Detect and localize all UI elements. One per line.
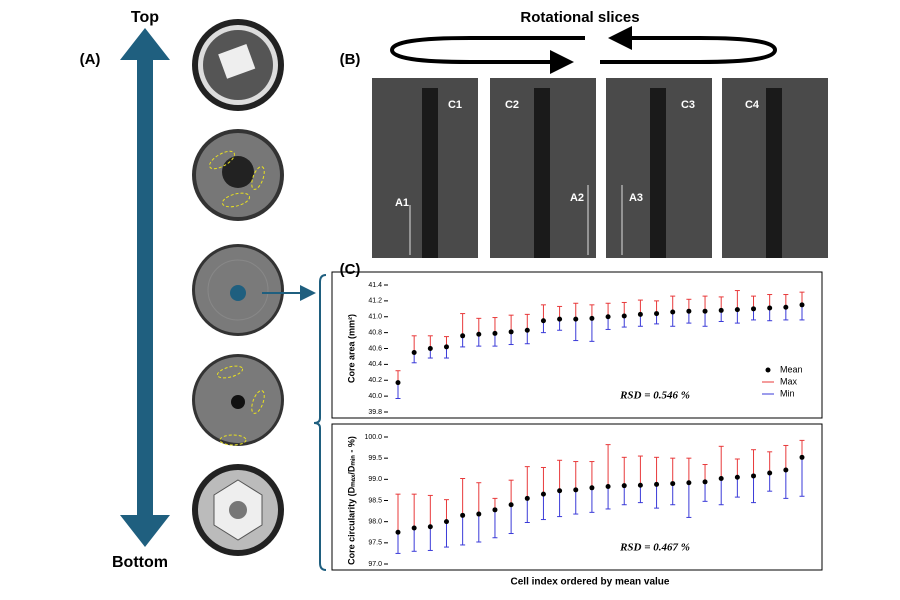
bottom-label: Bottom [112,554,168,571]
y-tick-label: 97.5 [368,540,382,547]
mean-dot [783,467,789,473]
mean-dot [751,306,757,312]
chart-frame [331,271,823,419]
legend-label: Mean [780,364,803,374]
mean-dot [476,331,482,337]
mean-dot [540,491,546,497]
mean-dot [686,308,692,314]
bracket [313,274,327,571]
ct-slices [192,19,284,556]
x-axis-label: Cell index ordered by mean value [511,577,670,588]
slice-label: A3 [629,192,643,204]
mean-dot [605,314,611,320]
mean-dot [621,313,627,319]
mean-dot [589,485,595,491]
mean-dot [443,344,449,350]
slice-images [372,78,828,258]
mean-dot [492,507,498,513]
y-axis-label: Core area (mm²) [346,314,356,383]
legend-marker [765,367,771,373]
y-tick-label: 40.8 [368,329,382,336]
y-tick-label: 99.0 [368,476,382,483]
mean-dot [524,327,530,333]
y-axis-label: Core circularity (Dₘₐₓ/Dₘᵢₙ - %) [346,436,356,565]
mean-dot [718,307,724,313]
slices-title: Rotational slices [520,9,639,26]
chart-frame [331,423,823,571]
mean-dot [460,333,466,339]
mean-dot [767,470,773,476]
mean-dot [443,519,449,525]
y-tick-label: 41.0 [368,314,382,321]
y-tick-label: 39.8 [368,409,382,416]
y-tick-label: 99.5 [368,455,382,462]
mean-dot [702,479,708,485]
mean-dot [686,480,692,486]
mean-dot [395,380,401,386]
mean-dot [540,318,546,324]
y-tick-label: 40.2 [368,377,382,384]
panel-label: (B) [340,51,361,68]
panel-label: (C) [340,261,361,278]
annotation: RSD = 0.467 % [619,542,690,554]
mean-dot [508,502,514,508]
slice-label: C1 [448,99,462,111]
legend-label: Max [780,376,798,386]
mean-dot [718,475,724,481]
y-tick-label: 40.0 [368,393,382,400]
mean-dot [557,488,563,494]
mean-dot [395,529,401,535]
mean-dot [799,302,805,308]
mean-dot [427,346,433,351]
mean-dot [573,487,579,493]
y-tick-label: 98.5 [368,497,382,504]
mean-dot [411,349,417,355]
slice-label: C4 [745,99,760,111]
mean-dot [702,308,708,314]
mean-dot [621,483,627,489]
mean-dot [751,473,757,479]
mean-dot [767,305,773,311]
y-tick-label: 41.4 [368,282,382,289]
mean-dot [654,311,660,317]
y-tick-label: 40.4 [368,361,382,368]
annotation: RSD = 0.546 % [619,390,690,402]
slice-label: C3 [681,99,695,111]
y-tick-label: 41.2 [368,298,382,305]
mean-dot [557,316,563,322]
mean-dot [734,474,740,480]
mean-dot [654,481,660,487]
double-arrow [120,28,170,547]
y-tick-label: 98.0 [368,519,382,526]
mean-dot [508,329,514,335]
mean-dot [427,524,433,530]
mean-dot [637,311,643,317]
top-label: Top [131,9,159,26]
mean-dot [670,309,676,315]
mean-dot [524,495,530,501]
mean-dot [799,454,805,460]
slice-label: C2 [505,99,519,111]
mean-dot [734,307,740,313]
mean-dot [605,484,611,490]
legend-label: Min [780,388,795,398]
mean-dot [637,482,643,488]
mean-dot [411,525,417,531]
mean-dot [573,316,579,322]
slice-label: A2 [570,192,584,204]
mean-dot [670,481,676,487]
mean-dot [476,511,482,517]
mean-dot [589,315,595,321]
rotation-arrows [389,26,778,74]
mean-dot [783,304,789,310]
mean-dot [460,512,466,518]
y-tick-label: 100.0 [364,434,382,441]
panel-label: (A) [80,51,101,68]
y-tick-label: 97.0 [368,561,382,568]
slice-label: A1 [395,197,409,209]
mean-dot [492,330,498,336]
y-tick-label: 40.6 [368,345,382,352]
